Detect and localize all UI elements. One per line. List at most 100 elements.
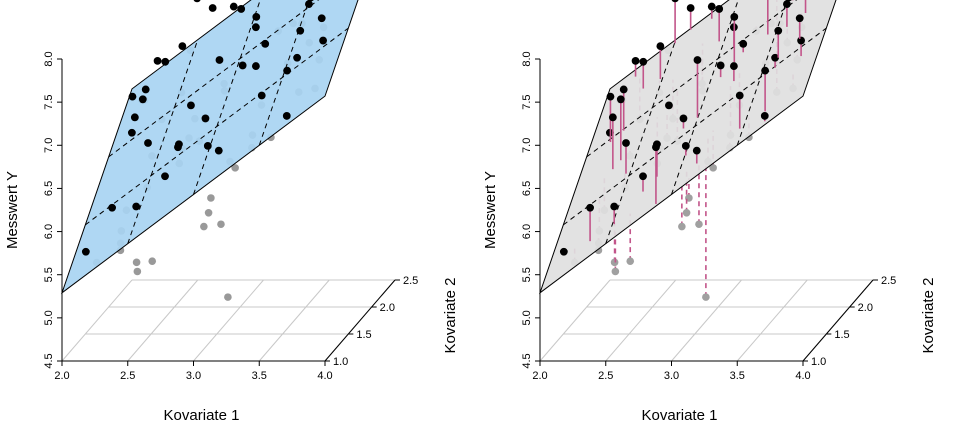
axes: 2.0 2.5 3.0 3.5 4.01.0 1.5 2.0 2.5 4.5 5.0 5.5 6.0 6… — [43, 51, 418, 382]
data-point — [215, 56, 224, 64]
data-point — [739, 39, 748, 48]
data-point — [692, 146, 701, 155]
grid-line — [193, 279, 264, 362]
x-tick-label: 2.5 — [120, 370, 135, 382]
data-point — [760, 112, 769, 120]
floor-grid — [61, 279, 396, 362]
data-point — [716, 61, 725, 70]
data-point — [608, 113, 617, 122]
y-tick-label: 2.0 — [380, 302, 395, 314]
axes: 2.0 2.5 3.0 3.5 4.01.0 1.5 2.0 2.5 4.5 5.0 5.5 6.0 6… — [521, 51, 896, 382]
data-point — [626, 257, 635, 265]
y-axis-line — [802, 279, 874, 362]
data-point — [127, 128, 136, 137]
data-point — [619, 85, 628, 94]
data-point — [678, 222, 686, 231]
data-point — [783, 0, 791, 8]
grid-line — [671, 279, 742, 362]
data-point — [283, 66, 292, 75]
data-point — [681, 141, 690, 150]
data-point — [665, 101, 673, 110]
panel-right: 2.0 2.5 3.0 3.5 4.01.0 1.5 2.0 2.5 4.5 5.0 5.5 6.0 6… — [482, 0, 937, 424]
grid-line — [258, 279, 330, 362]
data-point — [735, 91, 744, 100]
z-tick-label: 7.5 — [43, 94, 55, 109]
data-point — [639, 57, 648, 66]
regression-plane — [61, 0, 359, 295]
data-point — [774, 26, 783, 35]
data-point — [639, 172, 647, 181]
grid-line — [127, 279, 199, 362]
points-above-plane — [81, 0, 327, 256]
z-tick-label: 6.5 — [521, 181, 533, 196]
data-point — [652, 143, 660, 152]
data-point — [679, 114, 688, 123]
data-point — [606, 92, 615, 101]
y-tick-label: 1.0 — [333, 356, 348, 368]
data-point — [293, 53, 301, 62]
data-point — [707, 2, 716, 11]
plane-grid — [563, 0, 827, 244]
data-point — [141, 85, 150, 94]
data-point — [148, 257, 157, 265]
data-point — [682, 208, 691, 217]
y-axis-line — [324, 279, 396, 362]
y-tick-label: 1.5 — [356, 329, 371, 341]
data-point — [795, 14, 804, 23]
y-tick-label: 2.5 — [881, 275, 896, 287]
y-tick-label: 1.0 — [811, 356, 826, 368]
y-tick-label: 2.5 — [403, 275, 418, 287]
x-axis-title: Kovariate 1 — [164, 407, 240, 424]
x-tick-label: 2.0 — [532, 370, 547, 382]
grid-line — [61, 279, 133, 362]
plane-grid-line — [108, 0, 320, 158]
data-point — [193, 0, 201, 3]
y-axis-title: Kovariate 2 — [442, 278, 459, 354]
data-point — [238, 61, 247, 70]
data-point — [132, 202, 141, 211]
z-tick-label: 8.0 — [521, 51, 533, 66]
z-axis-title: Messwert Y — [482, 171, 499, 249]
data-point — [715, 5, 724, 13]
data-point — [201, 114, 210, 123]
z-tick-label: 6.5 — [43, 181, 55, 196]
z-tick-label: 5.5 — [521, 267, 533, 282]
z-tick-label: 4.5 — [43, 353, 55, 368]
x-tick-label: 3.5 — [730, 370, 745, 382]
floor-grid — [539, 279, 874, 362]
data-point — [559, 247, 568, 256]
data-point — [178, 42, 187, 51]
data-point — [305, 0, 313, 8]
data-point — [187, 101, 195, 110]
data-point — [128, 92, 137, 101]
plane-grid-line — [563, 27, 827, 226]
data-point — [709, 164, 717, 172]
data-point — [611, 267, 620, 276]
data-point — [761, 66, 770, 75]
data-point — [217, 220, 225, 229]
plane-grid-line — [586, 0, 798, 158]
data-point — [656, 42, 665, 51]
z-tick-label: 8.0 — [43, 51, 55, 66]
data-point — [586, 203, 594, 212]
data-point — [610, 202, 619, 211]
data-point — [622, 139, 630, 147]
data-point — [693, 56, 702, 64]
data-point — [153, 56, 162, 65]
data-point — [81, 247, 90, 256]
data-point — [261, 39, 270, 48]
data-point — [797, 36, 805, 45]
data-point — [730, 12, 739, 21]
x-tick-label: 2.5 — [598, 370, 613, 382]
data-point — [695, 220, 703, 229]
data-point — [252, 12, 261, 21]
grid-line — [539, 279, 611, 362]
z-axis-title: Messwert Y — [4, 171, 21, 249]
x-tick-label: 3.5 — [252, 370, 267, 382]
panel-left: 2.0 2.5 3.0 3.5 4.01.0 1.5 2.0 2.5 4.5 5.0 5.5 6.0 6… — [4, 0, 459, 424]
z-tick-label: 5.0 — [521, 310, 533, 325]
y-tick-label: 2.0 — [858, 302, 873, 314]
x-axis-title: Kovariate 1 — [642, 407, 718, 424]
x-tick-label: 4.0 — [317, 370, 332, 382]
x-tick-label: 3.0 — [186, 370, 201, 382]
